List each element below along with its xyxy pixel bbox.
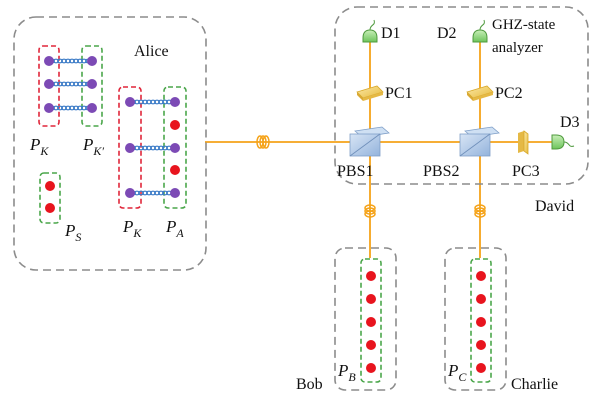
charlie-node: PC Charlie bbox=[444, 247, 558, 393]
detector-d1-icon bbox=[362, 19, 378, 43]
d2-label: D2 bbox=[437, 25, 457, 42]
pk-prime-label: PK′ bbox=[82, 135, 104, 158]
pc2-icon bbox=[466, 85, 494, 101]
d1-label: D1 bbox=[381, 25, 401, 42]
single-photon bbox=[476, 317, 486, 327]
pa-group-box bbox=[163, 86, 187, 209]
pk-label: PK bbox=[29, 135, 49, 158]
bob-label: Bob bbox=[296, 376, 323, 393]
pbs1-label: PBS1 bbox=[337, 163, 373, 180]
d3-label: D3 bbox=[560, 114, 580, 131]
pk-entanglement-links bbox=[48, 58, 91, 111]
pc-photons bbox=[476, 271, 486, 373]
entangled-photon bbox=[170, 143, 180, 153]
single-photon bbox=[476, 363, 486, 373]
pbs2-icon bbox=[459, 126, 500, 157]
pk-second-group-box bbox=[118, 86, 142, 209]
charlie-label: Charlie bbox=[511, 376, 558, 393]
detector-d2-icon bbox=[472, 19, 488, 43]
entanglement-link bbox=[48, 105, 91, 111]
david-label: David bbox=[535, 198, 574, 215]
bob-node: PB Bob bbox=[296, 247, 397, 393]
entangled-photon bbox=[125, 97, 135, 107]
pc1-icon bbox=[356, 85, 384, 101]
pc2-label: PC2 bbox=[495, 85, 523, 102]
fiber-coil-icon bbox=[256, 135, 270, 149]
pc-set-label: PC bbox=[447, 361, 467, 384]
single-photon bbox=[366, 340, 376, 350]
pa-entanglement-links bbox=[130, 99, 173, 196]
single-photon bbox=[476, 340, 486, 350]
pk-second-label: PK bbox=[122, 217, 142, 240]
ps-label: PS bbox=[64, 221, 81, 244]
entangled-photon bbox=[170, 188, 180, 198]
entanglement-link bbox=[48, 81, 91, 87]
entanglement-link bbox=[130, 190, 173, 196]
pc3-icon bbox=[518, 130, 529, 155]
entangled-photon bbox=[125, 143, 135, 153]
single-photon bbox=[366, 294, 376, 304]
single-photon bbox=[366, 363, 376, 373]
alice-node: Alice PK PK′ PS PK PA bbox=[13, 16, 207, 271]
fiber-coil-icon bbox=[364, 204, 376, 218]
analyzer-label-line2: analyzer bbox=[492, 40, 543, 56]
detector-d3-icon bbox=[551, 134, 575, 150]
pb-photons bbox=[366, 271, 376, 373]
entangled-photon bbox=[87, 103, 97, 113]
single-photon bbox=[366, 317, 376, 327]
single-photon bbox=[170, 165, 180, 175]
pb-group-box bbox=[360, 258, 382, 383]
entangled-photon bbox=[170, 97, 180, 107]
entangled-photon bbox=[87, 79, 97, 89]
entangled-photon bbox=[44, 56, 54, 66]
entangled-photon bbox=[125, 188, 135, 198]
single-photon bbox=[476, 294, 486, 304]
alice-box bbox=[13, 16, 207, 271]
david-node: David D1 D2 GHZ-state analyzer D3 PC1 bbox=[334, 6, 589, 215]
pc1-label: PC1 bbox=[385, 85, 413, 102]
pc-group-box bbox=[470, 258, 492, 383]
single-photon bbox=[476, 271, 486, 281]
single-photon bbox=[366, 271, 376, 281]
ps-photon bbox=[45, 203, 55, 213]
charlie-box bbox=[444, 247, 507, 391]
single-photon bbox=[170, 120, 180, 130]
entangled-photon bbox=[44, 79, 54, 89]
entangled-photon bbox=[44, 103, 54, 113]
bob-box bbox=[334, 247, 397, 391]
ps-photon bbox=[45, 181, 55, 191]
pbs1-icon bbox=[349, 126, 390, 157]
pa-photons bbox=[125, 97, 180, 198]
pk-photons bbox=[44, 56, 97, 113]
analyzer-label-line1: GHZ-state bbox=[492, 17, 556, 33]
entanglement-link bbox=[130, 145, 173, 151]
entanglement-link bbox=[48, 58, 91, 64]
pa-label: PA bbox=[165, 217, 184, 240]
entanglement-link bbox=[130, 99, 173, 105]
ps-group-box bbox=[39, 172, 61, 224]
fiber-coil-icon bbox=[474, 204, 486, 218]
pb-label: PB bbox=[337, 361, 356, 384]
alice-label: Alice bbox=[134, 43, 169, 60]
pc3-label: PC3 bbox=[512, 163, 540, 180]
pbs2-label: PBS2 bbox=[423, 163, 459, 180]
entangled-photon bbox=[87, 56, 97, 66]
david-box bbox=[334, 6, 589, 185]
